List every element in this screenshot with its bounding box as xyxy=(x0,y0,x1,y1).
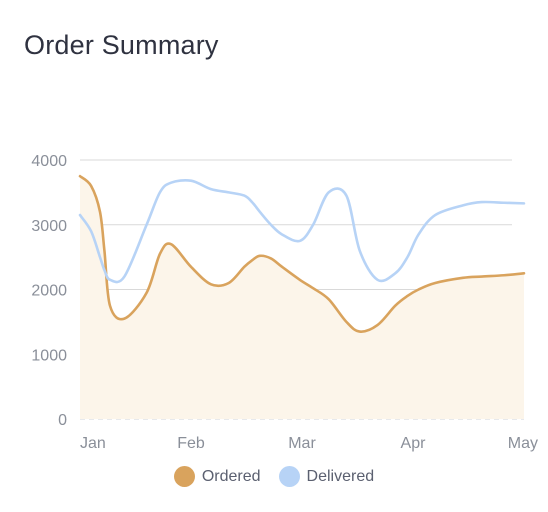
x-axis-ticks: Jan Feb Mar Apr May xyxy=(80,435,538,452)
y-tick-label: 4000 xyxy=(31,153,67,170)
x-tick-label: Mar xyxy=(288,435,316,452)
y-tick-label: 2000 xyxy=(31,283,67,300)
chart-title: Order Summary xyxy=(24,30,219,60)
legend-label-ordered: Ordered xyxy=(201,467,261,485)
area-fills xyxy=(80,176,524,419)
x-tick-label: Jan xyxy=(80,435,106,452)
legend-swatch-ordered xyxy=(173,466,195,487)
chart-legend: Ordered Delivered xyxy=(0,466,548,487)
x-tick-label: May xyxy=(508,435,538,452)
legend-label-delivered: Delivered xyxy=(306,467,375,485)
delivered-line xyxy=(78,178,526,284)
series-lines xyxy=(78,174,526,333)
legend-item-ordered[interactable]: Ordered xyxy=(173,466,261,487)
ordered-line xyxy=(78,174,526,333)
y-axis-ticks: 0 1000 2000 3000 4000 xyxy=(31,153,67,429)
legend-swatch-delivered xyxy=(278,466,300,487)
ordered-area xyxy=(80,176,524,419)
y-tick-label: 1000 xyxy=(31,347,67,364)
legend-item-delivered[interactable]: Delivered xyxy=(278,466,375,487)
y-tick-label: 3000 xyxy=(31,218,67,235)
order-summary-chart: 0 1000 2000 3000 4000 Jan Feb Mar Apr May xyxy=(31,153,538,452)
x-tick-label: Feb xyxy=(177,435,205,452)
x-tick-label: Apr xyxy=(401,435,427,452)
y-tick-label: 0 xyxy=(58,412,67,429)
